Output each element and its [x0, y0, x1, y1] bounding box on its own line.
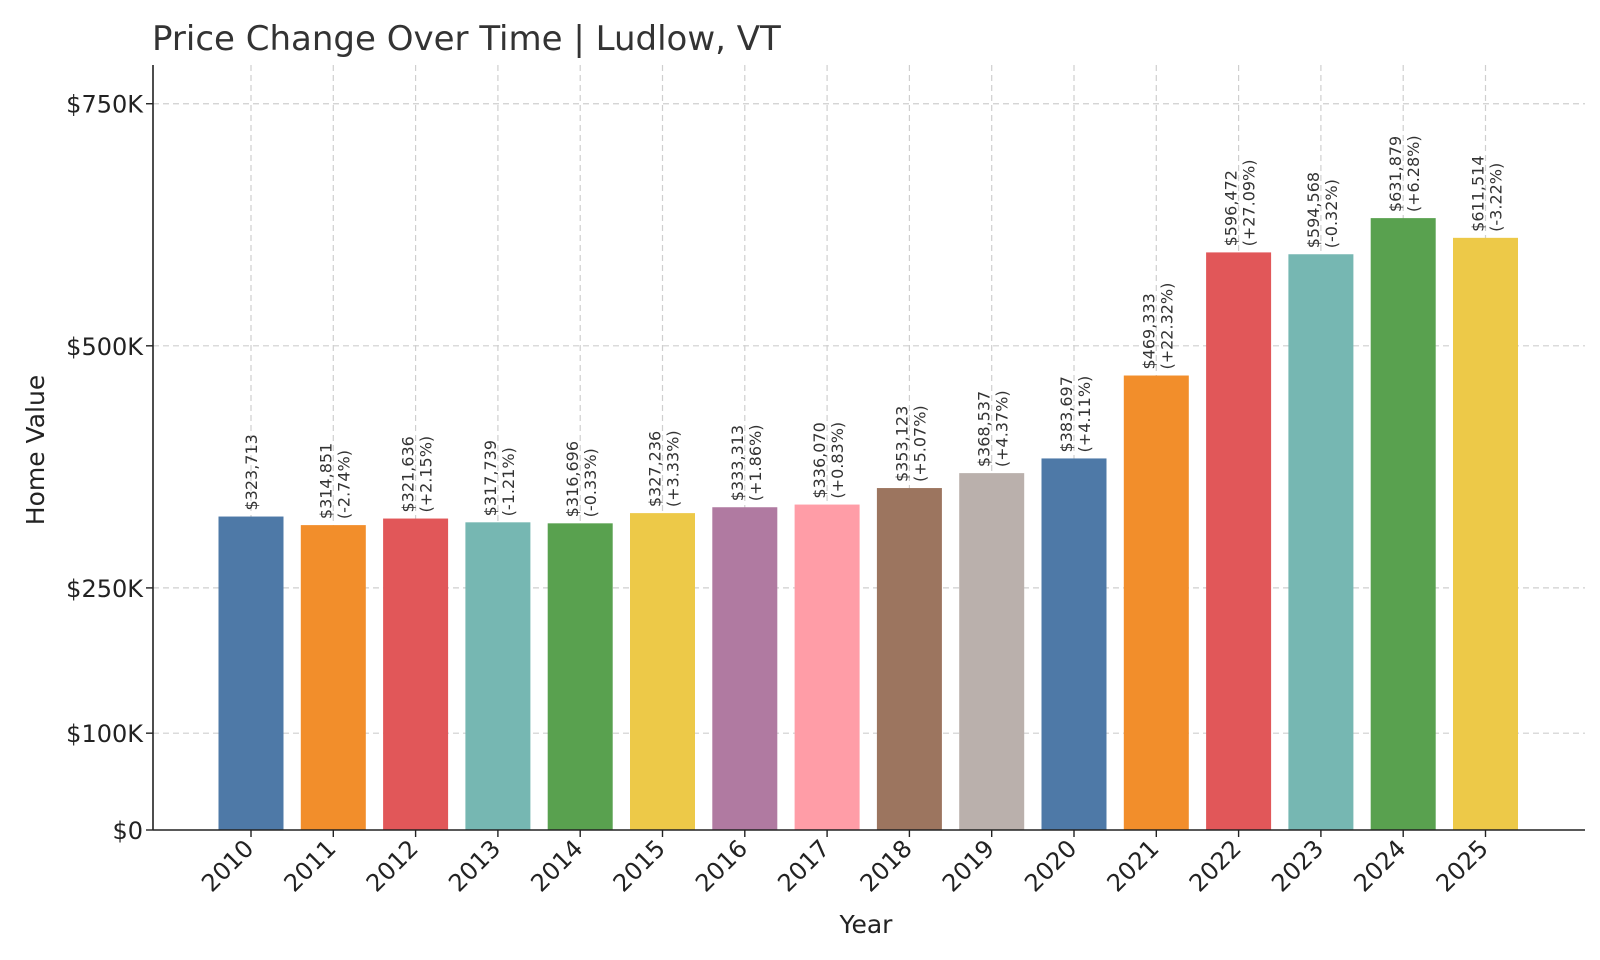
bar-2020	[1041, 458, 1107, 830]
bar-value-label: $336,070	[810, 422, 829, 498]
y-tick-label: $250K	[66, 575, 144, 603]
bar-labels: $323,713 $314,851 (-2.74%) $321,636 (+2.15%)…	[242, 135, 1506, 519]
grid-lines	[153, 65, 1585, 830]
bar-value-label: $333,313	[728, 425, 747, 501]
bar-value-label: $353,123	[892, 406, 911, 482]
x-tick-label: 2014	[525, 834, 588, 897]
bar-value-label: $368,537	[975, 391, 994, 467]
bar-value-label: $596,472	[1222, 170, 1241, 246]
bar-2017	[794, 504, 860, 830]
bar-value-label: $327,236	[646, 431, 665, 507]
x-tick-label: 2015	[608, 834, 671, 897]
bar-2014	[547, 523, 613, 830]
bar-change-label: (+1.86%)	[746, 425, 765, 502]
x-tick-label: 2012	[361, 834, 424, 897]
chart-title: Price Change Over Time | Ludlow, VT	[152, 19, 781, 59]
bar-change-label: (+3.33%)	[664, 430, 683, 507]
bar-change-label: (+4.11%)	[1075, 376, 1094, 453]
x-tick-label: 2019	[937, 834, 1000, 897]
bar-change-label: (-2.74%)	[334, 450, 353, 519]
bar-2016	[712, 507, 778, 830]
bar-2013	[465, 522, 531, 830]
bar-change-label: (+22.32%)	[1157, 283, 1176, 370]
y-tick-label: $0	[112, 817, 143, 845]
x-axis-label: Year	[839, 910, 894, 939]
bar-2018	[876, 488, 942, 830]
bar-value-label: $316,696	[563, 441, 582, 517]
bar-change-label: (+27.09%)	[1240, 159, 1259, 246]
x-tick-label: 2013	[443, 834, 506, 897]
x-tick-label: 2011	[279, 834, 342, 897]
bar-value-label: $314,851	[316, 443, 335, 519]
y-axis-label: Home Value	[21, 375, 50, 525]
bar-2019	[959, 473, 1025, 830]
y-tick-label: $750K	[66, 91, 144, 119]
bar-change-label: (+6.28%)	[1404, 135, 1423, 212]
bar-value-label: $631,879	[1386, 136, 1405, 212]
bars	[218, 218, 1518, 831]
bar-change-label: (-0.33%)	[581, 448, 600, 517]
x-tick-label: 2018	[855, 834, 918, 897]
y-tick-label: $100K	[66, 720, 144, 748]
x-tick-label: 2025	[1431, 834, 1494, 897]
bar-change-label: (+4.37%)	[993, 390, 1012, 467]
bar-value-label: $611,514	[1469, 155, 1488, 231]
bar-change-label: (+5.07%)	[910, 405, 929, 482]
x-tick-label: 2020	[1019, 834, 1082, 897]
bar-2023	[1288, 254, 1354, 830]
x-tick-label: 2016	[690, 834, 753, 897]
bar-2010	[218, 516, 284, 830]
bar-2015	[630, 513, 695, 830]
bar-change-label: (-1.21%)	[499, 447, 518, 516]
bar-value-label: $317,739	[481, 440, 500, 516]
x-tick-label: 2022	[1184, 834, 1247, 897]
bar-change-label: (-0.32%)	[1322, 179, 1341, 248]
y-tick-label: $500K	[66, 333, 144, 361]
bar-value-label: $469,333	[1139, 293, 1158, 369]
x-tick-label: 2023	[1266, 834, 1329, 897]
x-tick-label: 2010	[196, 834, 259, 897]
bar-2025	[1453, 237, 1518, 830]
bar-change-label: (+2.15%)	[417, 436, 436, 513]
bar-2024	[1370, 218, 1436, 830]
bar-change-label: (-3.22%)	[1487, 163, 1506, 232]
bar-value-label: $321,636	[399, 436, 418, 512]
bar-2021	[1123, 375, 1189, 830]
x-tick-label: 2017	[772, 834, 835, 897]
bar-value-label: $323,713	[242, 434, 261, 510]
bar-2012	[383, 518, 449, 830]
bar-2022	[1206, 252, 1272, 831]
x-tick-label: 2024	[1348, 834, 1411, 897]
x-tick-label: 2021	[1102, 834, 1165, 897]
bar-change-label: (+0.83%)	[828, 422, 847, 499]
bar-2011	[300, 525, 366, 830]
bar-value-label: $383,697	[1057, 376, 1076, 452]
bar-value-label: $594,568	[1304, 172, 1323, 248]
